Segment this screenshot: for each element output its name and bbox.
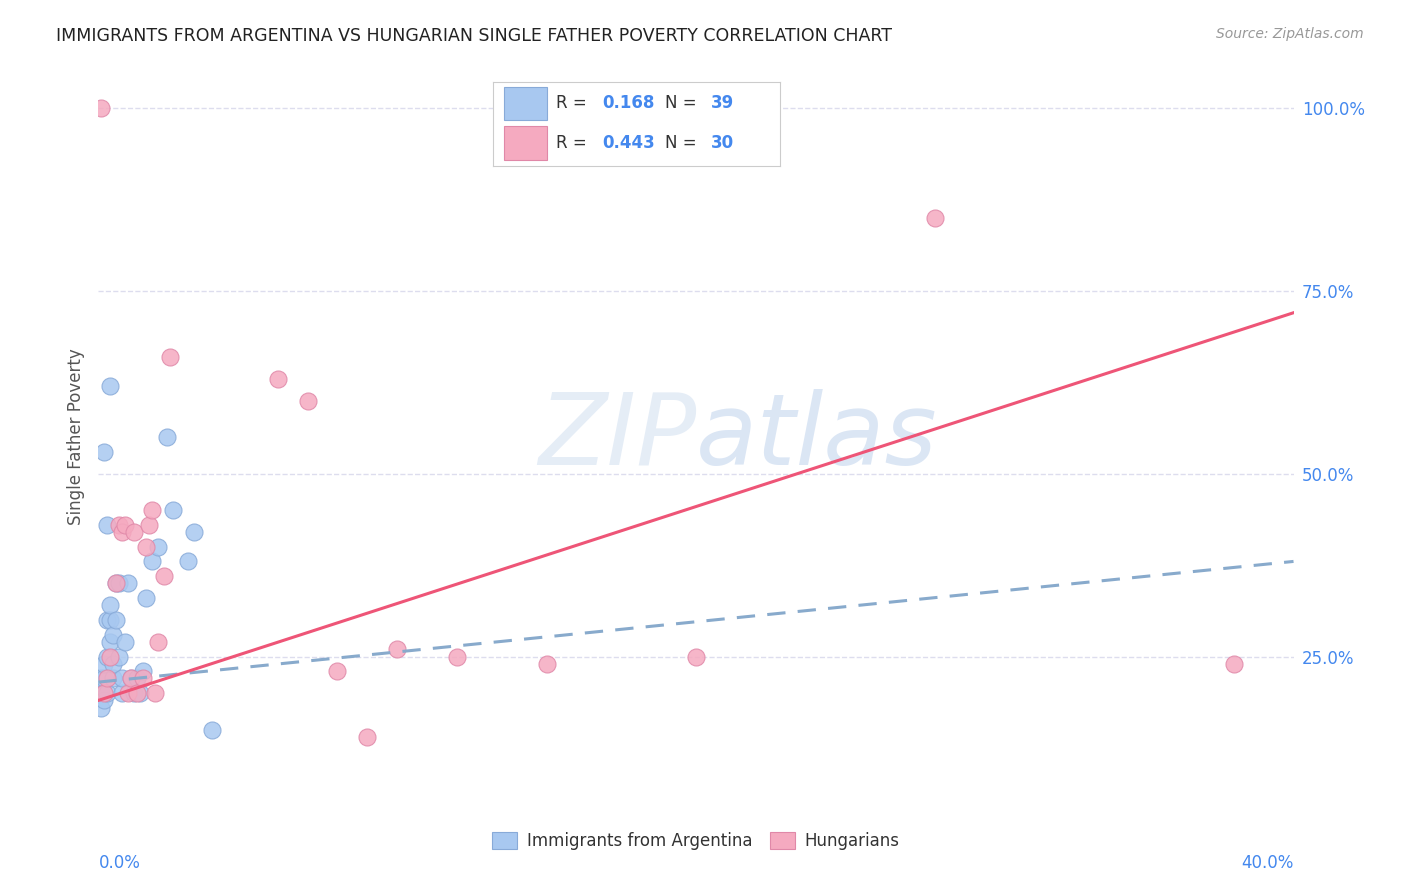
Point bbox=[117, 686, 139, 700]
Point bbox=[105, 576, 128, 591]
Point bbox=[127, 672, 149, 686]
Point bbox=[120, 672, 142, 686]
Point bbox=[183, 525, 205, 540]
Point bbox=[90, 686, 112, 700]
Point bbox=[111, 672, 134, 686]
Point bbox=[108, 649, 131, 664]
Text: 40.0%: 40.0% bbox=[1241, 854, 1294, 872]
Text: Source: ZipAtlas.com: Source: ZipAtlas.com bbox=[1216, 27, 1364, 41]
Point bbox=[114, 635, 136, 649]
Point bbox=[98, 379, 122, 393]
Point bbox=[93, 672, 115, 686]
Point bbox=[536, 657, 558, 671]
Point bbox=[96, 672, 118, 686]
Point bbox=[103, 657, 125, 671]
Point bbox=[143, 686, 166, 700]
Point bbox=[111, 525, 134, 540]
Point bbox=[108, 576, 131, 591]
Point bbox=[385, 642, 409, 657]
Point bbox=[326, 664, 349, 678]
Legend: Immigrants from Argentina, Hungarians: Immigrants from Argentina, Hungarians bbox=[485, 825, 907, 856]
Point bbox=[153, 569, 176, 583]
Point bbox=[93, 444, 115, 458]
Point bbox=[148, 635, 170, 649]
Point bbox=[98, 599, 122, 613]
Text: IMMIGRANTS FROM ARGENTINA VS HUNGARIAN SINGLE FATHER POVERTY CORRELATION CHART: IMMIGRANTS FROM ARGENTINA VS HUNGARIAN S… bbox=[56, 27, 893, 45]
Point bbox=[93, 657, 115, 671]
Point bbox=[90, 101, 112, 115]
Point bbox=[159, 350, 181, 364]
Point bbox=[129, 686, 152, 700]
Point bbox=[90, 700, 112, 714]
Point bbox=[132, 664, 155, 678]
Point bbox=[120, 672, 142, 686]
Point bbox=[1223, 657, 1246, 671]
Point bbox=[132, 672, 155, 686]
Point bbox=[267, 371, 290, 385]
Point bbox=[124, 686, 146, 700]
Point bbox=[105, 613, 128, 627]
Y-axis label: Single Father Poverty: Single Father Poverty bbox=[66, 349, 84, 525]
Point bbox=[924, 211, 946, 225]
Point bbox=[96, 686, 118, 700]
Point bbox=[148, 540, 170, 554]
Text: atlas: atlas bbox=[696, 389, 938, 485]
Point bbox=[135, 540, 157, 554]
Point bbox=[135, 591, 157, 605]
Text: 0.0%: 0.0% bbox=[98, 854, 141, 872]
Point bbox=[117, 576, 139, 591]
Point bbox=[177, 554, 200, 568]
Point bbox=[98, 635, 122, 649]
Point bbox=[685, 649, 707, 664]
Point bbox=[111, 686, 134, 700]
Point bbox=[93, 693, 115, 707]
Point bbox=[138, 517, 160, 532]
Point bbox=[156, 430, 179, 444]
Point bbox=[201, 723, 224, 737]
Point bbox=[98, 613, 122, 627]
Point bbox=[114, 517, 136, 532]
Point bbox=[127, 686, 149, 700]
Text: ZIP: ZIP bbox=[537, 389, 696, 485]
Point bbox=[141, 503, 163, 517]
Point bbox=[105, 576, 128, 591]
Point bbox=[93, 686, 115, 700]
Point bbox=[108, 517, 131, 532]
Point bbox=[90, 672, 112, 686]
Point bbox=[98, 649, 122, 664]
Point bbox=[96, 649, 118, 664]
Point bbox=[103, 627, 125, 641]
Point bbox=[124, 525, 146, 540]
Point bbox=[141, 554, 163, 568]
Point bbox=[162, 503, 184, 517]
Point bbox=[96, 517, 118, 532]
Point bbox=[103, 672, 125, 686]
Point bbox=[356, 730, 378, 744]
Point bbox=[96, 613, 118, 627]
Point bbox=[297, 393, 319, 408]
Point bbox=[446, 649, 468, 664]
